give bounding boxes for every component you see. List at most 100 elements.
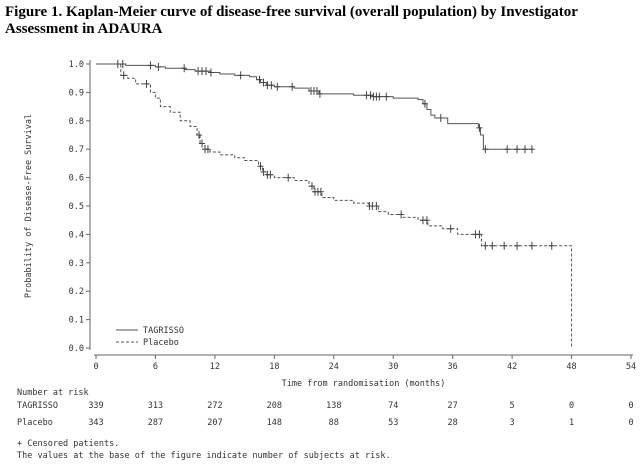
censor-mark-tagrisso [207, 68, 214, 77]
y-tick-label: 0.9 [69, 88, 84, 98]
censor-mark-tagrisso [421, 99, 428, 108]
censor-mark-placebo [120, 71, 127, 80]
risk-cell: 27 [448, 401, 458, 411]
y-tick-label: 0.4 [69, 230, 84, 240]
censor-mark-placebo [199, 139, 206, 148]
x-tick-label: 48 [566, 362, 576, 372]
risk-cell: 287 [148, 418, 163, 428]
series-tagrisso [96, 60, 535, 154]
legend-label-tagrisso: TAGRISSO [143, 326, 184, 336]
risk-cell: 0 [628, 418, 633, 428]
censor-mark-tagrisso [289, 82, 296, 91]
risk-row-label: Placebo [17, 418, 53, 428]
censor-mark-tagrisso [181, 64, 188, 73]
x-tick-label: 30 [388, 362, 398, 372]
y-tick-label: 0.1 [69, 316, 84, 326]
censor-mark-tagrisso [256, 75, 263, 84]
censor-mark-placebo [528, 241, 535, 250]
censor-mark-placebo [285, 173, 292, 182]
y-tick-label: 0.7 [69, 145, 84, 155]
y-tick-label: 0.5 [69, 202, 84, 212]
censor-mark-placebo [114, 60, 121, 68]
risk-cell: 88 [329, 418, 339, 428]
censor-mark-tagrisso [514, 145, 521, 154]
x-tick-label: 36 [448, 362, 458, 372]
censor-mark-placebo [257, 162, 264, 171]
y-tick-label: 0.3 [69, 259, 84, 269]
x-axis-label: Time from randomisation (months) [282, 379, 446, 389]
censor-mark-placebo [423, 216, 430, 225]
censor-mark-tagrisso [155, 62, 162, 71]
censor-mark-placebo [196, 131, 203, 139]
risk-cell: 1 [569, 418, 574, 428]
censor-mark-placebo [514, 241, 521, 250]
censor-mark-tagrisso [376, 92, 383, 101]
y-axis-label: Probability of Disease-Free Survival [24, 114, 34, 298]
risk-cell: 0 [569, 401, 574, 411]
censor-mark-placebo [501, 241, 508, 250]
risk-cell: 3 [510, 418, 515, 428]
censor-mark-placebo [447, 224, 454, 233]
censor-mark-tagrisso [437, 113, 444, 122]
risk-cell: 339 [88, 401, 103, 411]
legend-label-placebo: Placebo [143, 338, 179, 348]
x-tick-label: 24 [329, 362, 339, 372]
censor-mark-tagrisso [202, 67, 209, 76]
km-line-placebo [96, 63, 573, 348]
risk-table: Number at risk TAGRISSO 339 313 272 208 138 74 2… [17, 388, 634, 428]
censor-mark-placebo [548, 241, 555, 250]
figure-title: Figure 1. Kaplan-Meier curve of disease-… [5, 4, 578, 37]
censor-mark-tagrisso [147, 61, 154, 70]
censor-mark-placebo [482, 241, 489, 250]
censor-mark-placebo [373, 202, 380, 210]
km-line-tagrisso [96, 63, 532, 150]
x-tick-label: 18 [269, 362, 279, 372]
x-tick-label: 0 [93, 362, 98, 372]
censor-mark-tagrisso [268, 81, 275, 90]
censor-mark-tagrisso [260, 78, 267, 87]
risk-cell: 0 [628, 401, 633, 411]
censor-mark-placebo [398, 210, 405, 219]
chart-axes: 0.0 0.1 0.2 0.3 0.4 0.5 0.6 0.7 0.8 0.9 1.0 0 6 12 18 2… [24, 60, 636, 389]
censor-mark-tagrisso [316, 89, 323, 98]
y-tick-label: 1.0 [69, 60, 84, 70]
footnote-censored: + Censored patients. [17, 439, 120, 449]
y-tick-label: 0.2 [69, 287, 84, 297]
censor-mark-placebo [476, 230, 483, 239]
chart-series [96, 60, 573, 348]
censor-mark-placebo [204, 145, 211, 154]
censor-mark-tagrisso [274, 82, 281, 91]
x-tick-label: 54 [626, 362, 636, 372]
risk-cell: 272 [207, 401, 222, 411]
x-tick-label: 6 [153, 362, 158, 372]
censor-mark-placebo [317, 187, 324, 196]
censor-mark-placebo [260, 167, 267, 176]
censor-mark-placebo [267, 170, 274, 179]
risk-cell: 138 [326, 401, 341, 411]
censor-mark-tagrisso [504, 145, 511, 154]
risk-cell: 343 [88, 418, 103, 428]
risk-cell: 28 [448, 418, 458, 428]
censor-mark-placebo [489, 241, 496, 250]
censor-mark-tagrisso [383, 92, 390, 101]
censor-mark-tagrisso [237, 71, 244, 80]
censor-mark-tagrisso [528, 145, 535, 154]
x-tick-label: 42 [507, 362, 517, 372]
risk-cell: 208 [267, 401, 282, 411]
risk-cell: 74 [388, 401, 398, 411]
censor-mark-placebo [308, 182, 315, 191]
footnote-at-risk: The values at the base of the figure ind… [17, 451, 391, 461]
risk-cell: 5 [510, 401, 515, 411]
risk-row-label: TAGRISSO [17, 401, 58, 411]
risk-table-header: Number at risk [17, 388, 89, 398]
risk-cell: 148 [267, 418, 282, 428]
censor-mark-tagrisso [521, 145, 528, 154]
y-tick-label: 0.6 [69, 174, 84, 184]
censor-mark-tagrisso [476, 123, 483, 132]
series-placebo [96, 60, 573, 348]
censor-mark-placebo [143, 79, 150, 88]
censor-mark-tagrisso [482, 145, 489, 154]
y-tick-label: 0.8 [69, 117, 84, 127]
risk-cell: 53 [388, 418, 398, 428]
